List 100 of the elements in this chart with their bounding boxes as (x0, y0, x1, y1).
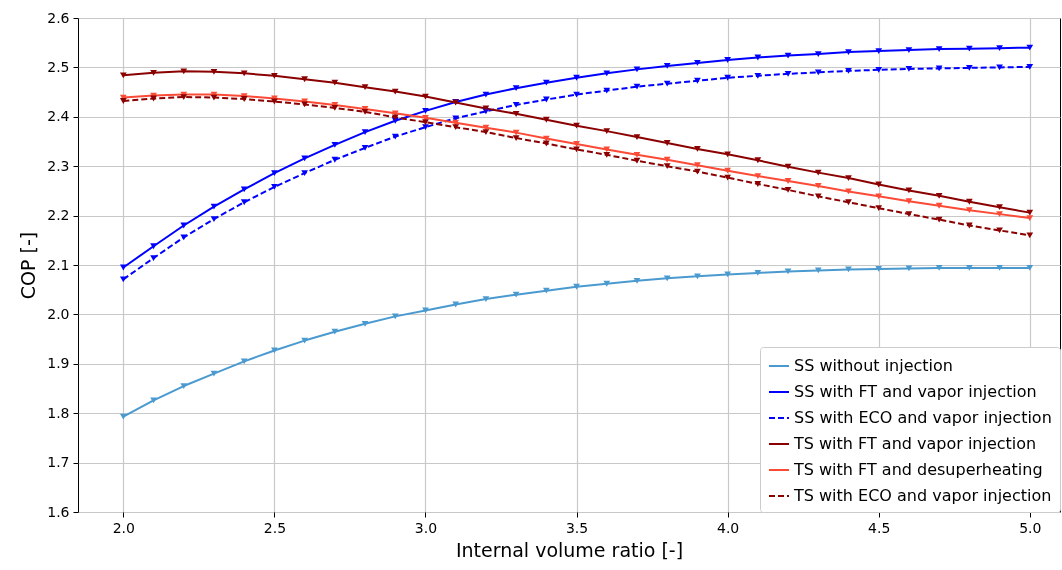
point (633, 83, 641, 90)
point (512, 102, 520, 108)
x-tick-label: 2.5 (263, 519, 287, 536)
point (119, 276, 127, 283)
point (875, 205, 883, 212)
point (331, 156, 339, 163)
y-tick-label: 2.4 (47, 108, 70, 125)
point (512, 135, 520, 141)
point (996, 204, 1003, 211)
point (603, 280, 611, 287)
legend-label: TS with ECO and vapor injection (793, 486, 1052, 505)
point (724, 74, 731, 81)
point (119, 72, 127, 79)
point (663, 163, 671, 170)
point (240, 70, 248, 77)
y-tick-label: 2.3 (47, 157, 70, 174)
point (603, 146, 611, 153)
point (875, 193, 883, 200)
point (875, 48, 883, 54)
point (301, 76, 308, 83)
point (271, 184, 278, 190)
point (845, 175, 852, 181)
point (150, 243, 157, 250)
point (935, 265, 943, 271)
point (784, 70, 792, 77)
point (573, 141, 580, 147)
point (1026, 232, 1034, 239)
point (210, 216, 218, 222)
y-tick-label: 2.2 (47, 207, 70, 224)
point (694, 162, 701, 169)
point (633, 134, 641, 140)
point (331, 328, 339, 335)
point (603, 128, 611, 135)
point (1026, 44, 1034, 51)
point (814, 51, 822, 57)
point (694, 146, 701, 152)
point (784, 163, 792, 170)
point (301, 170, 308, 177)
point (542, 287, 550, 294)
point (240, 199, 248, 206)
point (724, 57, 731, 63)
point (905, 198, 913, 205)
point (935, 202, 943, 209)
point (935, 65, 943, 72)
point (573, 74, 580, 81)
point (996, 45, 1003, 52)
legend-label: SS with FT and vapor injection (794, 382, 1037, 401)
point (905, 211, 913, 218)
point (814, 193, 822, 200)
legend-label: SS with ECO and vapor injection (794, 408, 1052, 427)
y-tick-label: 2.0 (47, 305, 70, 322)
point (754, 270, 762, 276)
point (724, 271, 731, 278)
point (633, 277, 641, 284)
point (905, 47, 913, 54)
point (724, 151, 731, 158)
point (331, 142, 339, 148)
point (754, 157, 762, 164)
y-tick-label: 1.6 (47, 503, 70, 520)
point (331, 79, 339, 86)
legend-label: SS without injection (794, 356, 953, 375)
point (694, 273, 701, 280)
point (452, 124, 460, 131)
x-tick-label: 4.5 (868, 519, 891, 536)
x-tick-label: 5.0 (1019, 519, 1042, 536)
point (935, 192, 943, 199)
legend-label: TS with FT and desuperheating (793, 460, 1043, 479)
point (271, 170, 278, 177)
point (603, 70, 611, 77)
point (784, 178, 792, 184)
point (935, 46, 943, 53)
point (119, 413, 127, 420)
point (180, 234, 188, 241)
point (422, 119, 429, 126)
point (875, 66, 883, 73)
point (1026, 209, 1034, 216)
point (1026, 215, 1034, 221)
point (150, 397, 157, 404)
point (542, 79, 550, 86)
point (422, 124, 429, 131)
point (966, 265, 973, 271)
point (966, 207, 973, 214)
point (996, 64, 1003, 71)
point (694, 168, 701, 175)
x-tick-label: 3.5 (565, 519, 589, 536)
point (754, 173, 762, 179)
point (361, 320, 369, 327)
point (966, 198, 973, 205)
point (633, 157, 641, 164)
point (482, 129, 490, 136)
point (633, 151, 641, 158)
point (845, 199, 852, 206)
point (512, 85, 520, 92)
x-tick-label: 4.0 (717, 519, 740, 536)
y-tick-label: 2.6 (47, 9, 70, 26)
point (633, 66, 641, 73)
point (119, 98, 127, 104)
point (663, 156, 671, 163)
point (512, 110, 520, 117)
point (905, 65, 913, 72)
